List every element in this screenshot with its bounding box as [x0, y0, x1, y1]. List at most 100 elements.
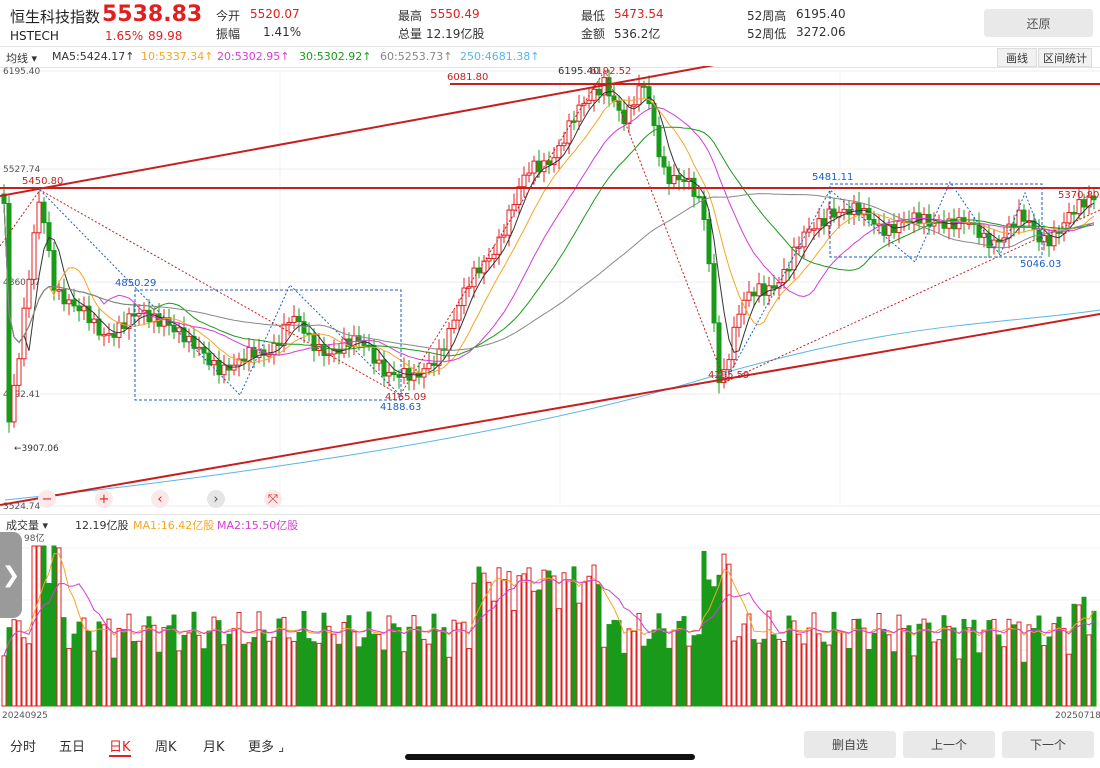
- volume-bar: [291, 640, 297, 707]
- scroll-left-button[interactable]: ‹: [151, 490, 169, 508]
- restore-button[interactable]: 还原: [984, 9, 1093, 37]
- volume-bar: [1086, 634, 1092, 707]
- tab-intraday[interactable]: 分时: [10, 740, 37, 755]
- ma30-label: 30:5302.92↑: [299, 50, 372, 63]
- volume-bar: [691, 635, 697, 707]
- volume-dropdown[interactable]: 成交量 ▾: [6, 519, 49, 532]
- candle-body: [1046, 235, 1052, 247]
- low-price-label: ←3907.06: [14, 444, 59, 454]
- candle-body: [636, 85, 642, 106]
- candle-body: [431, 362, 437, 366]
- draw-line-button[interactable]: 画线: [997, 48, 1037, 67]
- tab-daily-k[interactable]: 日K: [109, 740, 131, 755]
- volume-bar: [501, 579, 507, 707]
- candle-body: [591, 88, 597, 101]
- candle-body: [1056, 231, 1062, 234]
- candle-body: [1086, 195, 1092, 208]
- volume-bar: [1046, 636, 1052, 707]
- expand-side-handle[interactable]: ❯: [0, 532, 22, 618]
- price-axis-label: 4192.41: [3, 390, 40, 400]
- tab-more[interactable]: 更多 ⌟: [248, 740, 285, 755]
- volume-chart[interactable]: 98亿 20240925 20250718: [0, 532, 1100, 728]
- zoom-out-button[interactable]: −: [38, 490, 56, 508]
- candle-body: [376, 359, 382, 364]
- volume-bar: [621, 652, 627, 707]
- price-annotation: 4295.59: [708, 370, 749, 381]
- volume-bar: [51, 545, 57, 707]
- next-button[interactable]: 下一个: [1002, 731, 1094, 758]
- stat-value-low: 5473.54: [614, 7, 664, 21]
- candle-body: [71, 299, 77, 307]
- candle-body: [306, 332, 312, 336]
- remove-watchlist-button[interactable]: 删自选: [804, 731, 896, 758]
- stat-value-open: 5520.07: [250, 7, 300, 21]
- range-stat-button[interactable]: 区间统计: [1038, 48, 1092, 67]
- ma-dropdown[interactable]: 均线 ▾: [6, 52, 38, 65]
- tab-five-day[interactable]: 五日: [59, 740, 86, 755]
- volume-bar: [636, 612, 642, 707]
- scroll-right-button[interactable]: ›: [207, 490, 225, 508]
- volume-bar: [161, 627, 167, 707]
- volume-bar: [821, 641, 827, 707]
- volume-bar: [96, 621, 102, 707]
- ma20-line: [3, 106, 1095, 363]
- volume-bar: [616, 620, 622, 707]
- candle-body: [236, 358, 242, 366]
- volume-bar: [796, 633, 802, 707]
- volume-bar: [106, 618, 112, 707]
- volume-bar: [906, 625, 912, 707]
- price-annotation: 6195.40: [558, 66, 599, 77]
- candle-body: [386, 371, 392, 377]
- price-annotation: 5046.03: [1020, 259, 1061, 270]
- candle-body: [281, 323, 287, 346]
- volume-bar: [416, 626, 422, 707]
- volume-bar: [241, 643, 247, 707]
- candle-body: [781, 268, 787, 284]
- volume-bar: [851, 618, 857, 707]
- candle-body: [171, 324, 177, 333]
- candle-body: [201, 346, 207, 354]
- candle-body: [391, 371, 397, 376]
- volume-bar: [21, 637, 27, 707]
- candle-body: [271, 342, 277, 356]
- previous-button[interactable]: 上一个: [903, 731, 995, 758]
- volume-bar: [156, 651, 162, 707]
- candle-body: [561, 142, 567, 147]
- candle-body: [251, 347, 257, 358]
- volume-bar: [251, 637, 257, 707]
- candle-body: [341, 338, 347, 354]
- volume-bar: [281, 616, 287, 707]
- candle-body: [646, 86, 652, 105]
- volume-bar: [991, 618, 997, 707]
- candle-body: [371, 344, 377, 364]
- candle-body: [521, 174, 527, 188]
- candle-body: [1091, 195, 1097, 201]
- reset-zoom-button[interactable]: ⤧: [264, 490, 282, 508]
- candle-body: [516, 186, 522, 205]
- volume-bar: [101, 624, 107, 707]
- volume-bar: [766, 610, 772, 707]
- volume-bar: [866, 648, 872, 707]
- candle-body: [656, 125, 662, 158]
- volume-bar: [91, 650, 97, 707]
- candle-body: [16, 358, 22, 386]
- zoom-in-button[interactable]: +: [95, 490, 113, 508]
- tab-weekly-k[interactable]: 周K: [155, 740, 177, 755]
- stat-label-turnover: 金额: [581, 27, 606, 41]
- candle-body: [596, 88, 602, 96]
- candlestick-chart[interactable]: 6195.40 5527.74 4860.07 4192.41 3524.74 6081.…: [0, 66, 1100, 514]
- lower-trendline: [0, 313, 1100, 506]
- candle-body: [181, 327, 187, 343]
- volume-bar: [301, 610, 307, 707]
- candle-body: [111, 333, 117, 338]
- volume-bar: [196, 634, 202, 707]
- volume-bar: [521, 573, 527, 707]
- tab-monthly-k[interactable]: 月K: [203, 740, 225, 755]
- candle-body: [106, 333, 112, 336]
- volume-bar: [1071, 603, 1077, 707]
- volume-bar: [941, 615, 947, 707]
- candle-body: [496, 236, 502, 255]
- candle-body: [581, 102, 587, 106]
- volume-bar: [926, 622, 932, 707]
- volume-bar: [881, 628, 887, 707]
